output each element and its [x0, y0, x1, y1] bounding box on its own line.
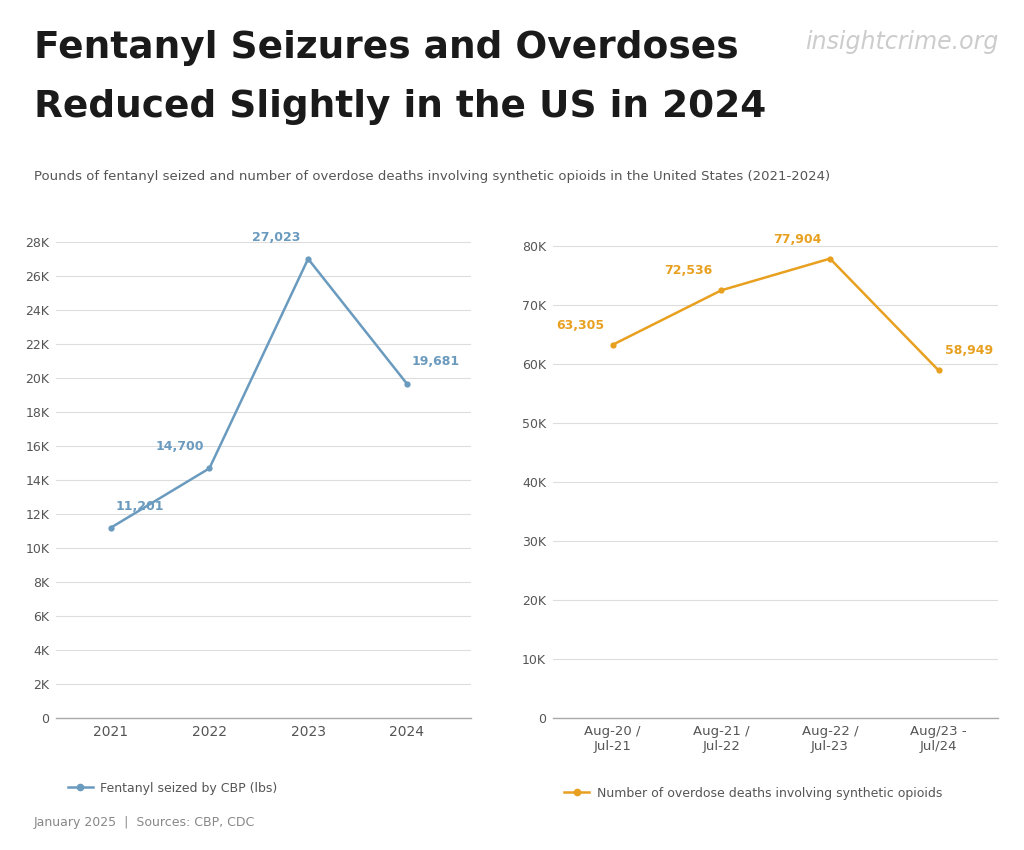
- Text: Reduced Slightly in the US in 2024: Reduced Slightly in the US in 2024: [34, 89, 766, 125]
- Text: 58,949: 58,949: [945, 344, 993, 358]
- Text: 19,681: 19,681: [412, 355, 460, 368]
- Text: 27,023: 27,023: [252, 230, 300, 244]
- Text: 77,904: 77,904: [773, 233, 821, 246]
- Text: insightcrime.org: insightcrime.org: [805, 30, 998, 54]
- Text: Pounds of fentanyl seized and number of overdose deaths involving synthetic opio: Pounds of fentanyl seized and number of …: [34, 170, 829, 183]
- Text: Fentanyl Seizures and Overdoses: Fentanyl Seizures and Overdoses: [34, 30, 738, 65]
- Text: 14,700: 14,700: [156, 440, 205, 453]
- Text: 11,201: 11,201: [116, 500, 164, 513]
- Text: January 2025  |  Sources: CBP, CDC: January 2025 | Sources: CBP, CDC: [34, 816, 255, 829]
- Text: 72,536: 72,536: [665, 264, 713, 277]
- Legend: Fentanyl seized by CBP (lbs): Fentanyl seized by CBP (lbs): [62, 777, 283, 800]
- Legend: Number of overdose deaths involving synthetic opioids: Number of overdose deaths involving synt…: [559, 782, 947, 805]
- Text: 63,305: 63,305: [556, 319, 604, 332]
